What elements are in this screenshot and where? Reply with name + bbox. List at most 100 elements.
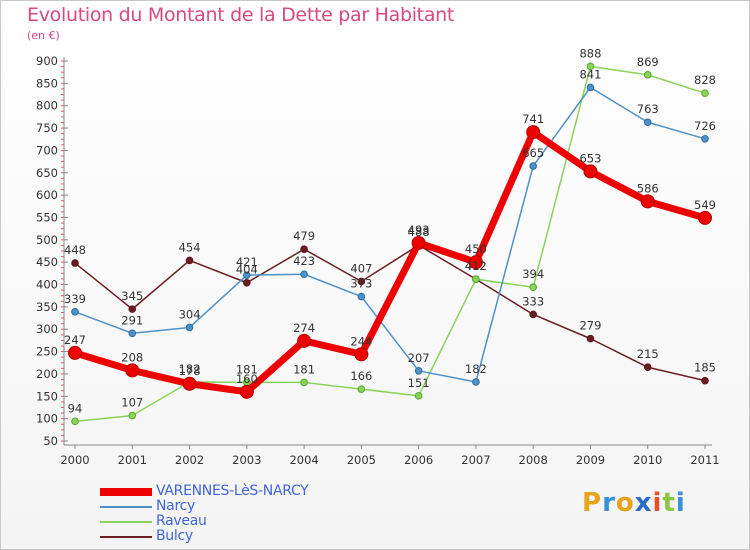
data-point-bulcy (185, 256, 194, 265)
y-tick-label: 800 (36, 99, 58, 113)
legend-swatch (100, 536, 152, 538)
y-tick-label: 400 (36, 278, 58, 292)
data-point-raveau (701, 89, 709, 97)
data-point-varennes-l-s-narcy (182, 376, 197, 391)
x-tick-label: 2003 (232, 453, 261, 467)
logo-letter: o (615, 488, 635, 518)
data-labels-layer: 448 345 454 404 479 407 488 412 333 279 215 185 94 10… (64, 46, 716, 415)
data-label-narcy: 763 (637, 102, 659, 116)
legend-label: VARENNES-LèS-NARCY (156, 483, 309, 499)
x-tick-label: 2004 (289, 453, 318, 467)
data-point-raveau (357, 385, 366, 393)
data-point-raveau (71, 417, 79, 426)
data-label-narcy: 207 (408, 351, 430, 365)
y-tick-label: 500 (36, 233, 58, 247)
data-point-narcy (300, 270, 308, 279)
x-tick-label: 2008 (519, 453, 548, 467)
data-point-narcy (701, 134, 709, 143)
x-tick-label: 2005 (347, 453, 376, 467)
y-tick-label: 350 (36, 300, 58, 314)
logo-letter: i (675, 488, 686, 518)
data-label-raveau: 166 (350, 369, 372, 383)
logo-letter: i (652, 488, 663, 518)
data-point-narcy (357, 292, 366, 301)
data-label-varennes-l-s-narcy: 586 (637, 181, 659, 195)
data-point-narcy (243, 271, 251, 279)
data-point-varennes-l-s-narcy (68, 345, 82, 360)
data-point-bulcy (701, 376, 709, 385)
y-tick-label: 700 (36, 143, 58, 157)
series-raveau (71, 62, 709, 426)
data-label-bulcy: 488 (408, 225, 430, 239)
data-point-bulcy (529, 310, 537, 319)
data-point-narcy (472, 378, 480, 386)
logo-letter: t (662, 488, 676, 518)
legend-label: Narcy (156, 498, 195, 514)
x-tick-label: 2006 (404, 453, 433, 467)
data-label-narcy: 339 (64, 292, 86, 306)
x-tick-label: 2009 (576, 453, 605, 467)
data-label-varennes-l-s-narcy: 741 (522, 112, 544, 126)
data-point-raveau (300, 378, 308, 387)
data-label-bulcy: 407 (350, 261, 372, 275)
data-point-raveau (128, 411, 137, 420)
data-label-bulcy: 412 (465, 259, 487, 273)
series-line-narcy (74, 86, 706, 383)
data-label-bulcy: 185 (694, 361, 716, 375)
data-label-narcy: 373 (350, 277, 372, 291)
x-tick-label: 2007 (461, 453, 490, 467)
data-point-raveau (586, 62, 595, 71)
data-point-narcy (643, 118, 652, 127)
data-label-raveau: 181 (293, 362, 315, 376)
chart-subtitle: (en €) (27, 29, 60, 42)
data-label-varennes-l-s-narcy: 653 (579, 151, 601, 165)
y-tick-label: 250 (36, 345, 58, 359)
series-line-bulcy (74, 244, 706, 382)
series-bulcy (71, 241, 709, 385)
legend-label: Raveau (156, 513, 207, 529)
data-label-narcy: 841 (579, 67, 601, 81)
data-point-varennes-l-s-narcy (297, 333, 312, 348)
data-point-bulcy (128, 305, 137, 313)
x-tick-label: 2010 (633, 453, 662, 467)
data-label-raveau: 151 (408, 376, 430, 390)
y-tick-label: 900 (36, 54, 58, 68)
series-varennes-l-s-narcy (68, 125, 712, 399)
legend-swatch (100, 506, 152, 508)
y-tick-label: 300 (36, 322, 58, 336)
data-label-bulcy: 215 (637, 347, 659, 361)
data-label-varennes-l-s-narcy: 450 (465, 242, 487, 256)
data-label-bulcy: 479 (293, 229, 315, 243)
data-point-varennes-l-s-narcy (468, 255, 483, 270)
data-label-raveau: 888 (579, 46, 601, 60)
data-label-varennes-l-s-narcy: 549 (694, 198, 716, 212)
y-tick-label: 600 (36, 188, 58, 202)
data-point-bulcy (357, 277, 366, 286)
data-label-narcy: 423 (293, 254, 315, 268)
data-label-raveau: 869 (637, 55, 659, 69)
data-point-varennes-l-s-narcy (583, 164, 598, 179)
data-label-raveau: 181 (236, 362, 258, 376)
data-point-raveau (643, 71, 652, 79)
legend-label: Bulcy (156, 528, 193, 544)
data-label-raveau: 828 (694, 73, 716, 87)
data-point-varennes-l-s-narcy (698, 210, 712, 225)
data-point-narcy (414, 367, 423, 375)
data-point-raveau (529, 283, 537, 292)
data-point-narcy (586, 83, 595, 92)
data-label-bulcy: 333 (522, 294, 544, 308)
data-label-bulcy: 404 (236, 263, 258, 277)
y-tick-label: 50 (43, 434, 58, 448)
data-point-varennes-l-s-narcy (526, 125, 541, 140)
logo-letter: x (634, 488, 653, 518)
data-label-varennes-l-s-narcy: 247 (64, 333, 86, 347)
data-label-varennes-l-s-narcy: 208 (121, 350, 143, 364)
data-label-raveau: 94 (68, 401, 83, 415)
y-tick-label: 450 (36, 255, 58, 269)
data-point-narcy (529, 162, 537, 170)
data-point-bulcy (71, 259, 79, 267)
series-layer (68, 62, 712, 426)
data-point-varennes-l-s-narcy (239, 384, 254, 399)
series-line-raveau (74, 65, 706, 423)
logo-letter: r (602, 488, 616, 518)
